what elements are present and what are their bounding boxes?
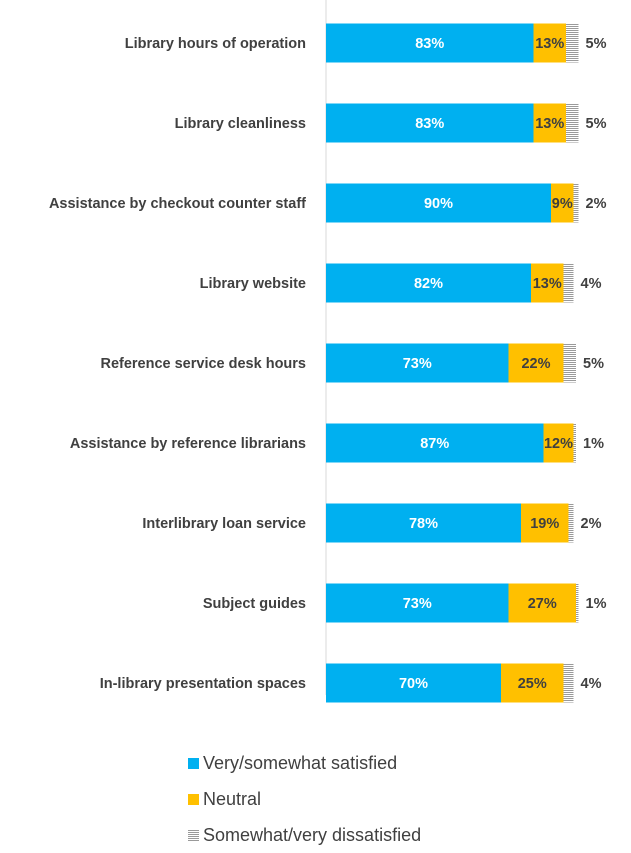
category-label-reference-service-desk-hours: Reference service desk hours	[100, 356, 306, 372]
data-label-dissatisfied-assistance-by-checkout-counter-staff: 2%	[586, 196, 607, 212]
bar-satisfied-library-website	[326, 263, 531, 303]
bar-neutral-library-website	[531, 263, 564, 303]
data-label-neutral-interlibrary-loan-service: 19%	[530, 516, 559, 532]
data-label-neutral-library-hours-of-operation: 13%	[535, 36, 564, 52]
bar-dissatisfied-library-cleanliness	[566, 103, 579, 143]
category-label-library-hours-of-operation: Library hours of operation	[125, 36, 306, 52]
data-label-dissatisfied-library-hours-of-operation: 5%	[586, 36, 607, 52]
bar-satisfied-library-hours-of-operation	[326, 23, 534, 63]
data-label-dissatisfied-library-cleanliness: 5%	[586, 116, 607, 132]
data-label-neutral-assistance-by-reference-librarians: 12%	[544, 436, 573, 452]
data-label-satisfied-assistance-by-reference-librarians: 87%	[420, 436, 449, 452]
bar-dissatisfied-assistance-by-checkout-counter-staff	[573, 183, 579, 223]
data-label-satisfied-assistance-by-checkout-counter-staff: 90%	[424, 196, 453, 212]
bar-dissatisfied-assistance-by-reference-librarians	[573, 423, 576, 463]
data-label-dissatisfied-library-website: 4%	[581, 276, 602, 292]
bar-satisfied-library-cleanliness	[326, 103, 534, 143]
bar-satisfied-reference-service-desk-hours	[326, 343, 509, 383]
bar-neutral-interlibrary-loan-service	[521, 503, 569, 543]
legend-label-neutral: Neutral	[203, 788, 262, 809]
bar-dissatisfied-library-hours-of-operation	[566, 23, 579, 63]
data-label-satisfied-library-cleanliness: 83%	[415, 116, 444, 132]
legend-label-satisfied: Very/somewhat satisfied	[203, 752, 398, 773]
legend-item-neutral: Neutral	[188, 781, 421, 817]
bar-neutral-assistance-by-reference-librarians	[543, 423, 574, 463]
legend-swatch-dissatisfied	[188, 829, 199, 841]
bar-neutral-library-hours-of-operation	[533, 23, 566, 63]
legend-swatch-neutral	[188, 793, 199, 805]
legend-item-dissatisfied: Somewhat/very dissatisfied	[188, 817, 421, 853]
data-label-neutral-library-cleanliness: 13%	[535, 116, 564, 132]
legend-swatch-satisfied	[188, 757, 199, 769]
data-label-neutral-library-website: 13%	[533, 276, 562, 292]
category-label-assistance-by-checkout-counter-staff: Assistance by checkout counter staff	[49, 196, 306, 212]
data-label-satisfied-interlibrary-loan-service: 78%	[409, 516, 438, 532]
category-label-library-cleanliness: Library cleanliness	[175, 116, 306, 132]
data-label-dissatisfied-assistance-by-reference-librarians: 1%	[583, 436, 604, 452]
bar-satisfied-in-library-presentation-spaces	[326, 663, 501, 703]
data-label-neutral-subject-guides: 27%	[528, 596, 557, 612]
bar-satisfied-assistance-by-checkout-counter-staff	[326, 183, 551, 223]
data-label-dissatisfied-interlibrary-loan-service: 2%	[581, 516, 602, 532]
bar-satisfied-interlibrary-loan-service	[326, 503, 521, 543]
bar-dissatisfied-in-library-presentation-spaces	[563, 663, 574, 703]
bar-neutral-library-cleanliness	[533, 103, 566, 143]
data-label-satisfied-library-website: 82%	[414, 276, 443, 292]
bar-neutral-reference-service-desk-hours	[508, 343, 564, 383]
legend-label-dissatisfied: Somewhat/very dissatisfied	[203, 824, 422, 845]
data-label-dissatisfied-subject-guides: 1%	[586, 596, 607, 612]
data-label-neutral-assistance-by-checkout-counter-staff: 9%	[552, 196, 573, 212]
data-label-neutral-reference-service-desk-hours: 22%	[521, 356, 550, 372]
bar-dissatisfied-library-website	[563, 263, 574, 303]
data-label-dissatisfied-reference-service-desk-hours: 5%	[583, 356, 604, 372]
data-label-neutral-in-library-presentation-spaces: 25%	[518, 676, 547, 692]
data-label-satisfied-reference-service-desk-hours: 73%	[403, 356, 432, 372]
bar-satisfied-subject-guides	[326, 583, 509, 623]
data-label-dissatisfied-in-library-presentation-spaces: 4%	[581, 676, 602, 692]
category-label-subject-guides: Subject guides	[203, 596, 306, 612]
category-label-assistance-by-reference-librarians: Assistance by reference librarians	[70, 436, 306, 452]
bar-dissatisfied-interlibrary-loan-service	[568, 503, 574, 543]
bar-neutral-assistance-by-checkout-counter-staff	[551, 183, 574, 223]
data-label-satisfied-library-hours-of-operation: 83%	[415, 36, 444, 52]
bar-satisfied-assistance-by-reference-librarians	[326, 423, 544, 463]
stacked-bar-chart: Library hours of operation 83% 13% 5% Librar…	[49, 0, 607, 703]
category-label-in-library-presentation-spaces: In-library presentation spaces	[100, 676, 306, 692]
data-label-satisfied-subject-guides: 73%	[403, 596, 432, 612]
data-label-satisfied-in-library-presentation-spaces: 70%	[399, 676, 428, 692]
legend: Very/somewhat satisfied Neutral Somewhat…	[188, 745, 421, 853]
legend-item-satisfied: Very/somewhat satisfied	[188, 745, 421, 781]
bar-dissatisfied-subject-guides	[576, 583, 579, 623]
category-label-interlibrary-loan-service: Interlibrary loan service	[142, 516, 306, 532]
bar-neutral-in-library-presentation-spaces	[501, 663, 564, 703]
bar-dissatisfied-reference-service-desk-hours	[563, 343, 576, 383]
bar-neutral-subject-guides	[508, 583, 576, 623]
category-label-library-website: Library website	[200, 276, 306, 292]
